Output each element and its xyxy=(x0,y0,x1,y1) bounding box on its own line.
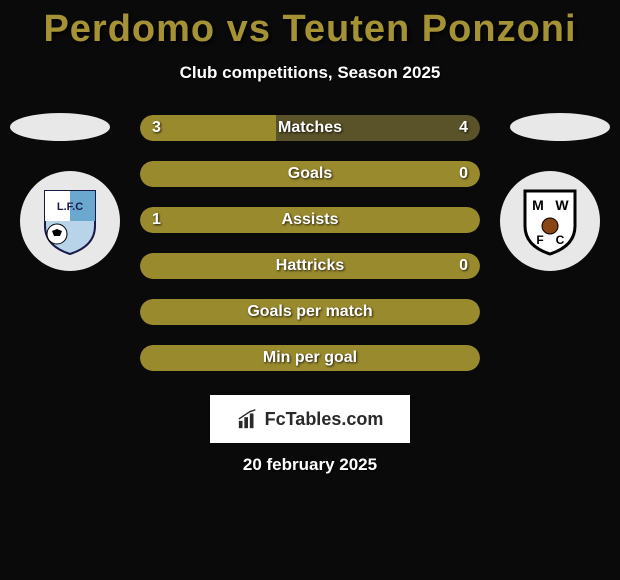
stat-row-assists: 1 Assists xyxy=(140,207,480,233)
stat-value-right: 0 xyxy=(459,165,468,183)
svg-text:W: W xyxy=(555,197,569,213)
player-ellipse-right xyxy=(510,113,610,141)
stat-value-right: 4 xyxy=(459,119,468,137)
stat-value-right: 0 xyxy=(459,257,468,275)
stat-value-left: 3 xyxy=(152,119,161,137)
stat-value-left: 1 xyxy=(152,211,161,229)
stat-row-goals: Goals 0 xyxy=(140,161,480,187)
stat-label: Min per goal xyxy=(263,349,357,367)
player-ellipse-left xyxy=(10,113,110,141)
shield-icon: M W F C xyxy=(520,186,580,256)
subtitle: Club competitions, Season 2025 xyxy=(0,63,620,83)
svg-text:F: F xyxy=(536,233,543,247)
watermark-text: FcTables.com xyxy=(265,409,384,430)
stat-row-matches: 3 Matches 4 xyxy=(140,115,480,141)
chart-icon xyxy=(237,408,259,430)
stats-bars: 3 Matches 4 Goals 0 1 Assists Hattricks … xyxy=(140,115,480,391)
stat-label: Assists xyxy=(282,211,339,229)
page-title: Perdomo vs Teuten Ponzoni xyxy=(0,0,620,51)
stat-label: Hattricks xyxy=(276,257,344,275)
date-label: 20 february 2025 xyxy=(0,455,620,475)
stat-row-hattricks: Hattricks 0 xyxy=(140,253,480,279)
svg-text:M: M xyxy=(532,197,544,213)
svg-text:C: C xyxy=(556,233,565,247)
svg-text:L.F.C: L.F.C xyxy=(57,201,83,213)
stat-row-mpg: Min per goal xyxy=(140,345,480,371)
stat-label: Goals per match xyxy=(247,303,372,321)
team-logo-left: L.F.C xyxy=(20,171,120,271)
stat-row-gpm: Goals per match xyxy=(140,299,480,325)
stat-label: Goals xyxy=(288,165,332,183)
team-logo-right: M W F C xyxy=(500,171,600,271)
watermark: FcTables.com xyxy=(210,395,410,443)
shield-icon: L.F.C xyxy=(40,186,100,256)
stat-label: Matches xyxy=(278,119,342,137)
